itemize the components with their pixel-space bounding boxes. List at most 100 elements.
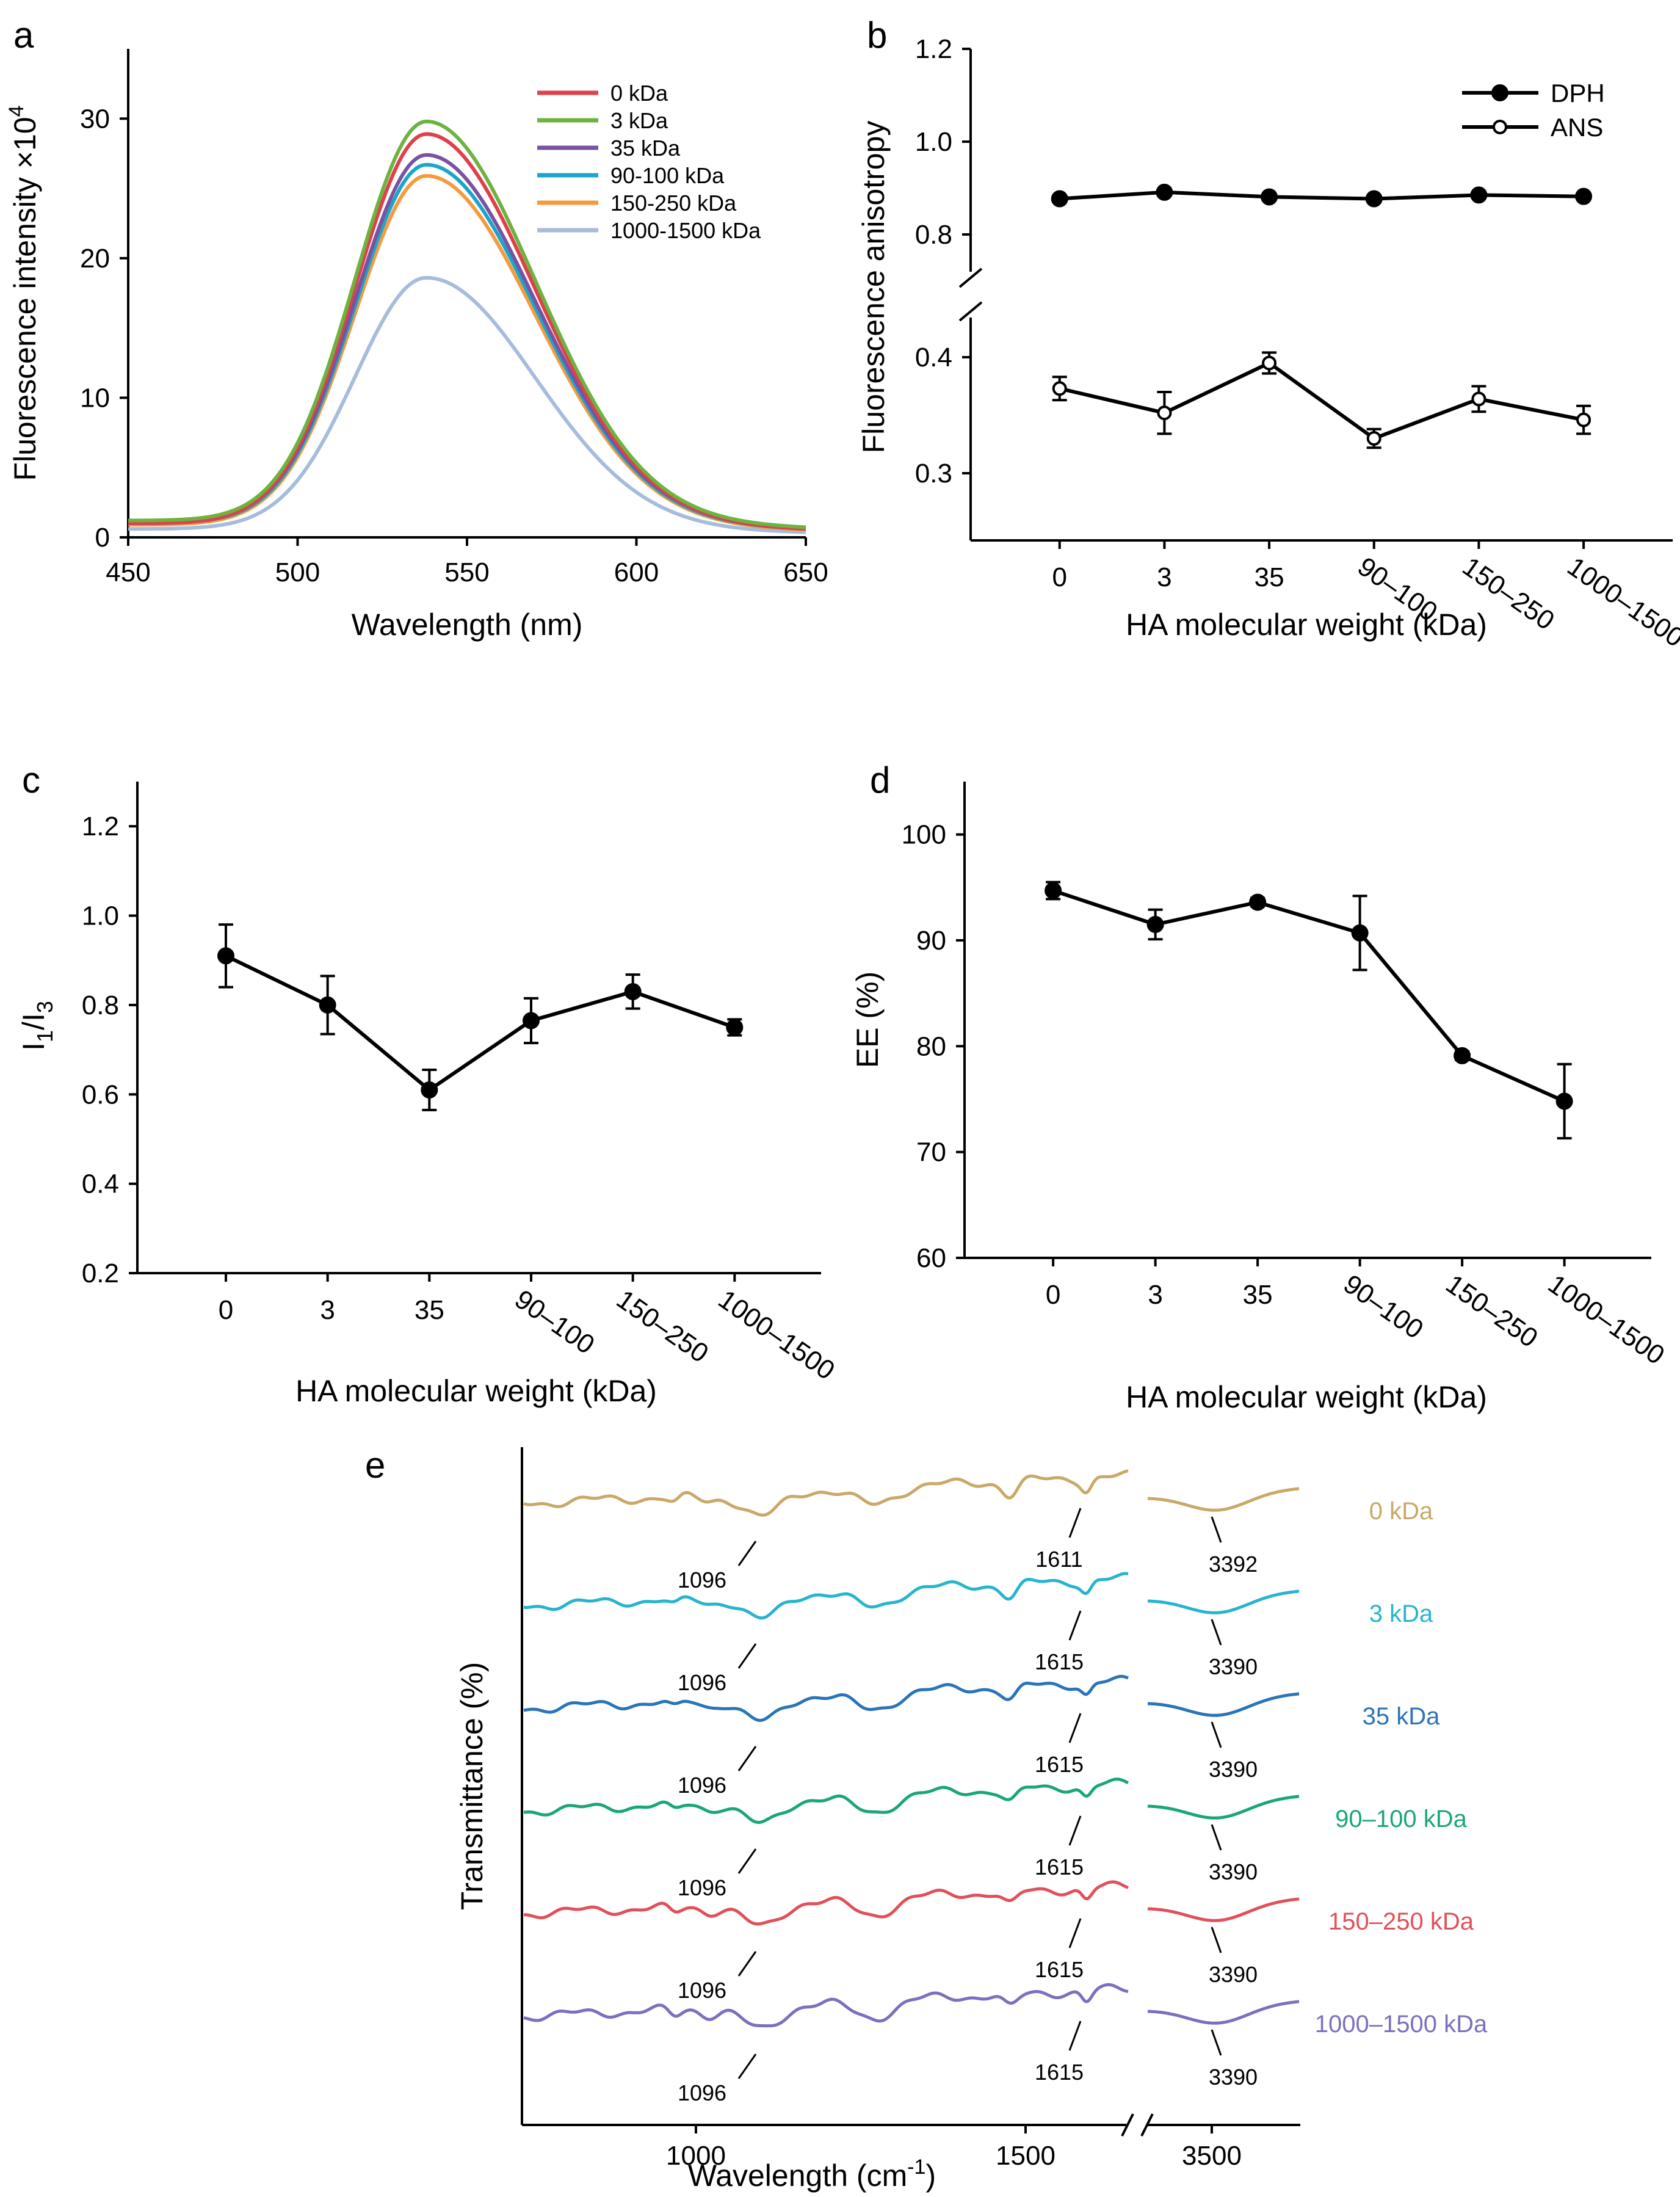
e-ann-339x: 3390: [1209, 1859, 1258, 1884]
d-y-tick-label: 60: [916, 1243, 946, 1273]
e-ann-leader-339x: [1211, 1516, 1222, 1543]
b-legend-label-1: ANS: [1551, 113, 1603, 142]
e-spectrum-1: [523, 1572, 1129, 1620]
e-ann-339x: 3390: [1209, 1654, 1258, 1679]
c-y-tick-label: 0.6: [82, 1080, 119, 1109]
b-x-tick-label: 35: [1255, 562, 1284, 592]
d-point: [1146, 916, 1164, 933]
b-ans-point: [1157, 405, 1172, 421]
a-legend-label-0: 0 kDa: [610, 81, 668, 106]
e-ann-1615: 1611: [1035, 1547, 1082, 1572]
e-ann-1615: 1615: [1035, 1957, 1084, 1982]
panel-e: e 1000 1500 3500 1096 1611 3392 0 kDa 1096 1615…: [365, 1445, 1488, 2193]
c-x-tick-label: 0: [219, 1295, 233, 1325]
a-legend-label-1: 3 kDa: [610, 108, 668, 133]
e-ann-1615: 1615: [1035, 1854, 1084, 1879]
d-x-title: HA molecular weight (kDa): [1126, 1380, 1487, 1414]
e-ann-leader-1615: [1068, 1713, 1082, 1743]
c-y-tick-label: 0.2: [82, 1258, 119, 1288]
e-ann-1096: 1096: [678, 2080, 726, 2105]
a-x-title: Wavelength (nm): [352, 608, 583, 642]
e-spectrum-hiwn-3: [1147, 1795, 1300, 1820]
b-ans-point: [1262, 355, 1277, 371]
a-legend-label-3: 90-100 kDa: [610, 163, 725, 188]
c-point: [421, 1081, 438, 1098]
a-legend-label-5: 1000-1500 kDa: [610, 218, 761, 243]
e-ann-1615: 1615: [1035, 2060, 1084, 2085]
b-y-tick-label: 0.3: [915, 459, 952, 488]
e-axis-break-2: [1140, 2113, 1154, 2137]
e-ann-leader-1615: [1068, 1815, 1082, 1846]
e-ann-1096: 1096: [678, 1567, 726, 1592]
a-x-tick-label: 650: [783, 557, 828, 587]
e-x-tick-label: 1000: [666, 2141, 726, 2171]
e-ann-leader-1615: [1068, 1918, 1082, 1948]
b-axis-break-1: [958, 267, 983, 288]
a-y-tick-label: 10: [80, 383, 110, 413]
e-y-title: Transmittance (%): [455, 1662, 489, 1911]
d-y-title: EE (%): [850, 971, 885, 1068]
a-curve-1: [128, 119, 806, 529]
e-series-label-2: 35 kDa: [1363, 1703, 1440, 1730]
c-series: [217, 923, 744, 1111]
a-legend-label-2: 35 kDa: [610, 136, 681, 161]
e-ann-leader-1615: [1068, 1610, 1082, 1641]
b-dph-point: [1156, 183, 1173, 201]
e-ann-leader-1096: [737, 1643, 757, 1669]
d-point: [1454, 1047, 1471, 1064]
b-axis-break-2: [958, 301, 983, 322]
panel-letter-c: c: [22, 760, 40, 801]
e-ann-leader-1615: [1068, 1508, 1082, 1538]
b-ans-point: [1576, 412, 1591, 427]
c-point: [319, 996, 336, 1014]
a-y-title: Fluorescence intensity ×104: [5, 105, 42, 481]
a-x-tick-label: 500: [275, 557, 320, 587]
a-x-tick-label: 550: [444, 557, 489, 587]
d-line: [1052, 888, 1565, 1103]
d-point: [1351, 924, 1369, 942]
e-spectrum-5: [523, 1983, 1129, 2028]
b-series: [1051, 183, 1593, 449]
b-y-tick-label: 0.8: [915, 220, 952, 250]
c-x-tick-label: 90–100: [509, 1284, 599, 1360]
c-x-tick-label: 35: [415, 1295, 444, 1325]
b-x-tick-label: 0: [1052, 562, 1067, 592]
e-ann-leader-1096: [737, 1848, 757, 1874]
e-series-label-3: 90–100 kDa: [1335, 1806, 1467, 1832]
e-ann-1096: 1096: [678, 1978, 726, 2003]
e-x-title: Wavelength (cm-1): [688, 2155, 936, 2193]
d-point: [1555, 1092, 1573, 1110]
b-dph-point: [1575, 187, 1593, 205]
d-x-tick-label: 35: [1243, 1280, 1273, 1310]
b-y-title: Fluorescence anisotropy: [856, 121, 891, 454]
e-ann-1615: 1615: [1035, 1649, 1084, 1674]
e-series-label-5: 1000–1500 kDa: [1315, 2011, 1488, 2038]
b-dph-point: [1051, 190, 1068, 208]
e-ann-leader-1096: [737, 1746, 757, 1771]
d-x-tick-label: 90–100: [1338, 1269, 1428, 1345]
e-ann-leader-1096: [737, 1951, 757, 1977]
e-ann-leader-1096: [737, 1541, 757, 1566]
b-y-tick-label: 0.4: [915, 343, 952, 372]
a-y-tick-label: 0: [95, 523, 110, 553]
e-ann-leader-1615: [1068, 2021, 1082, 2051]
c-point: [624, 982, 642, 1000]
e-ann-leader-339x: [1211, 1926, 1222, 1953]
e-series-label-1: 3 kDa: [1369, 1600, 1433, 1627]
b-legend-marker-0: [1491, 84, 1508, 101]
c-x-tick-label: 1000–1500: [713, 1284, 841, 1385]
d-x-tick-label: 3: [1148, 1280, 1162, 1310]
e-ann-339x: 3390: [1209, 1962, 1258, 1987]
d-x-tick-label: 1000–1500: [1543, 1269, 1670, 1370]
d-x-tick-label: 150–250: [1440, 1269, 1543, 1353]
e-ann-leader-339x: [1211, 1721, 1222, 1748]
e-spectrum-0: [523, 1469, 1129, 1517]
c-y-tick-label: 0.8: [82, 990, 119, 1020]
e-spectrum-2: [523, 1674, 1129, 1722]
b-ans-point: [1471, 391, 1486, 407]
c-x-tick-label: 3: [320, 1295, 335, 1325]
